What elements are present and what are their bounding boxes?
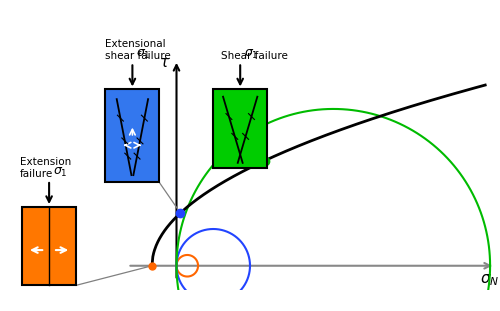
Text: $\sigma_1$: $\sigma_1$ bbox=[52, 165, 67, 179]
Text: $\tau$: $\tau$ bbox=[158, 55, 170, 70]
Text: Extension
failure: Extension failure bbox=[20, 157, 71, 179]
Bar bbox=[214, 89, 267, 168]
Text: Extensional
shear failure: Extensional shear failure bbox=[106, 39, 171, 61]
Bar bbox=[106, 89, 160, 183]
Text: $\sigma_N$: $\sigma_N$ bbox=[480, 272, 500, 288]
Bar bbox=[22, 207, 76, 285]
Text: $\sigma_1$: $\sigma_1$ bbox=[244, 48, 258, 61]
Text: $\sigma_1$: $\sigma_1$ bbox=[136, 48, 150, 61]
Text: Shear failure: Shear failure bbox=[220, 51, 288, 61]
